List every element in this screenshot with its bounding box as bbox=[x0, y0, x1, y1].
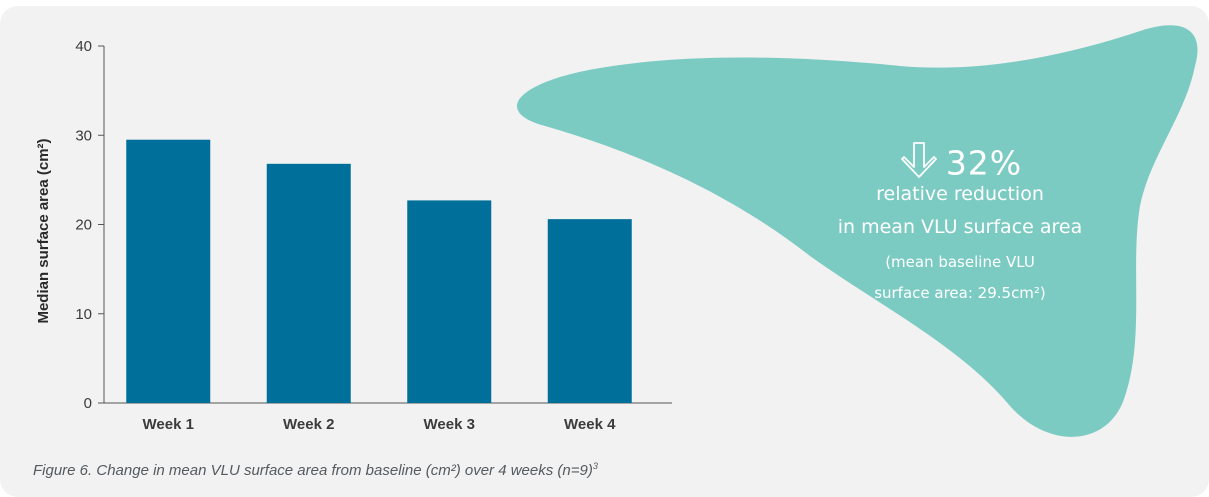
y-tick-label: 10 bbox=[75, 306, 92, 323]
callout-line-2: in mean VLU surface area bbox=[837, 216, 1083, 238]
caption-text: Figure 6. Change in mean VLU surface are… bbox=[33, 462, 593, 479]
callout-blob bbox=[516, 25, 1198, 437]
chart-ticks: 0 10 20 30 40 Week 1 Week 2 Week 3 Week 4 bbox=[75, 38, 616, 433]
figure-caption: Figure 6. Change in mean VLU surface are… bbox=[33, 461, 598, 479]
down-arrow-icon bbox=[898, 141, 940, 189]
chart-bars bbox=[126, 139, 632, 403]
bar bbox=[407, 200, 492, 403]
y-tick-label: 40 bbox=[75, 38, 92, 55]
bar bbox=[547, 219, 632, 403]
callout-line-1: relative reduction bbox=[876, 183, 1044, 205]
bar-chart: 0 10 20 30 40 Week 1 Week 2 Week 3 Week 4 Median… bbox=[35, 25, 1198, 437]
callout-percent: 32% bbox=[945, 143, 1023, 183]
x-tick-label: Week 3 bbox=[424, 416, 475, 433]
callout-line-3: (mean baseline VLU bbox=[885, 253, 1035, 271]
y-tick-label: 20 bbox=[75, 217, 92, 234]
figure-panel: 0 10 20 30 40 Week 1 Week 2 Week 3 Week 4 Median… bbox=[0, 6, 1209, 497]
caption-superscript: 3 bbox=[592, 461, 598, 471]
callout-percent-row: 32% bbox=[810, 141, 1110, 189]
callout-line-4: surface area: 29.5cm²) bbox=[874, 284, 1046, 302]
bar bbox=[266, 163, 351, 403]
x-tick-label: Week 4 bbox=[564, 416, 616, 433]
y-tick-label: 0 bbox=[84, 395, 92, 412]
bar bbox=[126, 139, 211, 403]
y-axis-label: Median surface area (cm²) bbox=[35, 138, 52, 323]
x-tick-label: Week 1 bbox=[143, 416, 194, 433]
x-tick-label: Week 2 bbox=[283, 416, 334, 433]
y-tick-label: 30 bbox=[75, 127, 92, 144]
